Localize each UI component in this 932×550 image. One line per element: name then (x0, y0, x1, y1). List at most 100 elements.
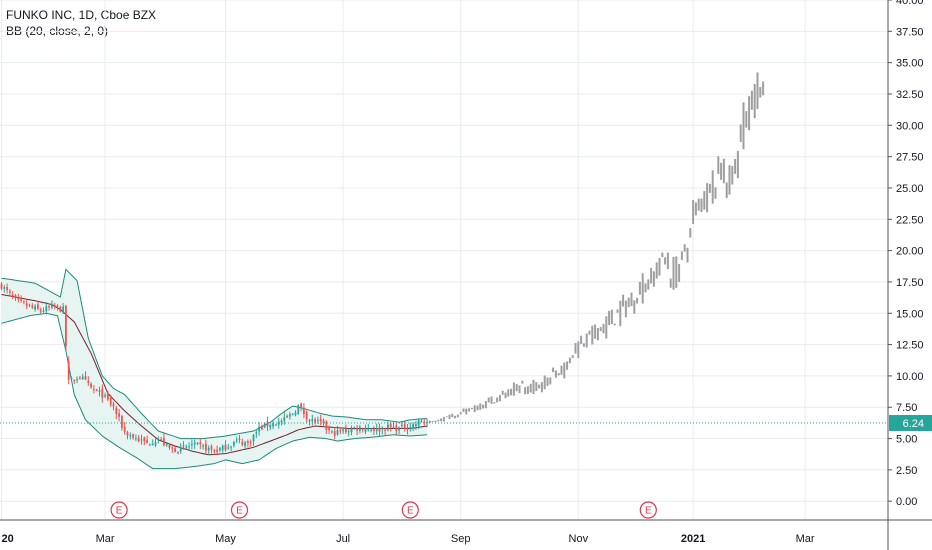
candle-body (107, 393, 109, 400)
candle-body (31, 305, 34, 308)
candle-body (37, 304, 39, 309)
candle-body (160, 439, 162, 441)
candle-body (289, 414, 291, 417)
candle-body (59, 306, 62, 312)
candle-body (79, 377, 81, 379)
candle-body (364, 428, 367, 432)
candle-body (143, 437, 146, 442)
candle-body (213, 450, 216, 452)
earnings-icon[interactable] (401, 501, 419, 519)
candle-body (56, 305, 59, 307)
y-tick-label: 32.50 (896, 89, 924, 101)
earnings-label: E (407, 506, 414, 517)
candle-body (53, 304, 56, 308)
candle-body (406, 427, 409, 430)
y-tick-label: 15.00 (896, 308, 924, 320)
candle-body (87, 380, 90, 383)
candle-body (426, 421, 428, 423)
candle-body (93, 389, 95, 391)
candle-body (317, 420, 319, 422)
candle-body (258, 426, 260, 432)
candle-body (244, 442, 246, 446)
candle-body (48, 306, 50, 308)
candle-body (118, 413, 120, 417)
candle-body (389, 423, 392, 428)
candle-body (11, 294, 14, 297)
earnings-icon[interactable] (639, 501, 657, 519)
candle-body (101, 388, 104, 398)
candle-body (361, 428, 364, 430)
candle-body (140, 439, 143, 441)
candle-body (224, 444, 227, 451)
y-tick-label: 37.50 (896, 26, 924, 38)
y-tick-label: 27.50 (896, 152, 924, 164)
candle-body (157, 438, 160, 440)
candle-body (0, 283, 3, 289)
candle-body (395, 425, 398, 432)
candle-body (269, 424, 272, 428)
candle-body (132, 434, 134, 438)
candle-body (9, 291, 11, 293)
y-tick-label: 10.00 (896, 371, 924, 383)
candle-body (266, 421, 269, 427)
candle-body (90, 383, 92, 388)
y-tick-label: 40.00 (896, 0, 924, 7)
candle-body (171, 447, 174, 449)
candle-body (286, 415, 288, 418)
chart-title: FUNKO INC, 1D, Cboe BZX (6, 8, 157, 22)
candle-body (347, 431, 350, 433)
candle-body (291, 414, 294, 416)
candle-body (311, 419, 314, 422)
x-tick-label: Nov (569, 533, 589, 545)
candle-body (6, 287, 8, 291)
candle-body (308, 420, 311, 422)
candle-body (168, 444, 171, 448)
candle-body (210, 446, 213, 450)
candle-body (73, 379, 76, 381)
earnings-label: E (236, 506, 243, 517)
earnings-icon[interactable] (110, 501, 128, 519)
candlestick-series (0, 281, 428, 456)
candle-body (384, 429, 386, 431)
candle-body (333, 431, 336, 436)
candle-body (238, 438, 241, 440)
candle-body (109, 397, 112, 405)
candle-body (177, 452, 179, 454)
candle-body (3, 287, 6, 289)
candle-body (23, 301, 25, 303)
candle-body (263, 423, 266, 428)
price-tag (889, 415, 932, 432)
y-tick-label: 17.50 (896, 277, 924, 289)
candle-body (342, 429, 344, 432)
candle-body (417, 420, 420, 426)
candle-body (17, 297, 20, 300)
candle-body (339, 430, 342, 432)
candle-body (219, 448, 221, 451)
candle-body (227, 447, 230, 449)
candle-body (39, 309, 42, 312)
candle-body (356, 428, 358, 431)
candle-body (20, 297, 22, 301)
candle-body (277, 421, 280, 425)
candle-body (196, 443, 199, 445)
earnings-icon[interactable] (230, 501, 249, 519)
price-tag-label: 6.24 (903, 418, 924, 430)
candle-body (403, 424, 406, 430)
candle-body (205, 443, 207, 451)
candle-body (325, 421, 328, 430)
y-tick-label: 0.00 (896, 496, 917, 508)
x-tick-label: May (215, 533, 236, 545)
candle-body (207, 447, 210, 451)
candle-body (420, 420, 423, 422)
candle-body (378, 427, 381, 432)
candle-body (115, 407, 118, 414)
candle-body (409, 427, 412, 429)
candle-body (305, 411, 308, 420)
candle-body (297, 405, 300, 415)
candle-body (423, 421, 426, 423)
candle-body (303, 407, 305, 415)
candle-body (70, 378, 73, 380)
candle-body (322, 420, 325, 424)
